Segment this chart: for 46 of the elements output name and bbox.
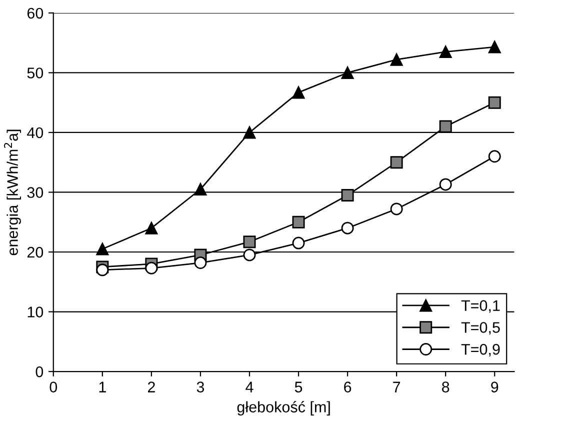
point xyxy=(488,150,501,163)
point xyxy=(292,236,305,250)
point xyxy=(341,222,354,234)
point xyxy=(341,66,354,79)
point xyxy=(488,96,501,109)
point xyxy=(145,262,158,274)
point xyxy=(243,126,256,139)
y-tick-label: 20 xyxy=(27,246,44,258)
point xyxy=(341,188,354,202)
point xyxy=(439,178,452,191)
x-tick-label: 7 xyxy=(393,382,400,392)
y-tick-label: 60 xyxy=(27,8,44,19)
x-tick-label: 6 xyxy=(344,382,352,392)
point xyxy=(194,183,207,196)
point xyxy=(194,256,207,270)
y-axis-title: energia [kWh/m$^{2}$a] xyxy=(4,130,21,256)
point xyxy=(439,120,452,133)
y-tick-label: 10 xyxy=(28,306,44,318)
x-tick-label: 5 xyxy=(294,382,302,392)
point xyxy=(390,53,403,66)
point xyxy=(390,156,403,169)
legend-label: T=0,5 xyxy=(461,322,500,335)
point xyxy=(96,242,109,256)
point xyxy=(96,264,109,276)
point xyxy=(390,202,403,216)
point xyxy=(292,216,305,228)
x-tick-label: 0 xyxy=(50,382,58,392)
x-tick-label: 2 xyxy=(148,382,155,392)
x-tick-label: 9 xyxy=(491,382,498,392)
point xyxy=(292,86,305,99)
y-tick-label: 40 xyxy=(27,127,44,138)
point xyxy=(243,236,256,248)
x-tick-label: 4 xyxy=(246,382,254,392)
point xyxy=(243,248,256,262)
y-tick-label: 30 xyxy=(27,187,44,198)
point xyxy=(145,222,158,234)
y-tick-label: 50 xyxy=(27,68,44,78)
x-tick-label: 3 xyxy=(196,382,204,392)
y-tick-label: 0 xyxy=(36,366,44,378)
legend-label: T=0,1 xyxy=(461,300,500,313)
x-tick-label: 1 xyxy=(99,382,106,392)
point xyxy=(488,40,501,54)
x-axis-title: głebokość [m] xyxy=(237,401,330,416)
point xyxy=(439,46,452,58)
x-tick-label: 8 xyxy=(442,382,450,392)
legend-label: T=0,9 xyxy=(461,344,500,357)
